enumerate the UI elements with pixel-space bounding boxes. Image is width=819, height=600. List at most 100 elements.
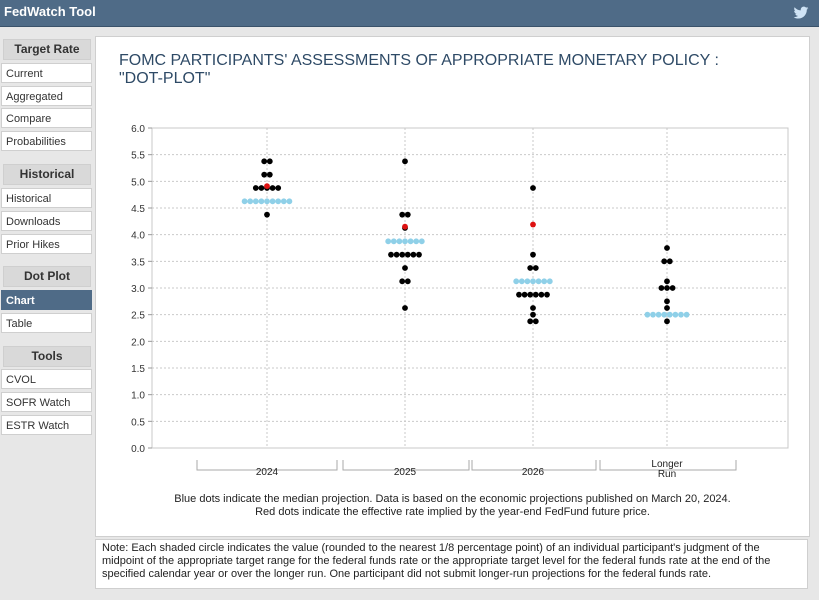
median-dot <box>530 278 536 285</box>
participant-dot <box>664 305 670 311</box>
x-tick-label: 2026 <box>522 467 545 478</box>
section-heading-tools: Tools <box>3 346 91 367</box>
x-tick-label: Run <box>658 469 676 480</box>
section-heading-target-rate: Target Rate <box>3 39 91 60</box>
participant-dot <box>530 251 536 258</box>
median-dot <box>683 311 690 318</box>
participant-dot <box>666 258 673 265</box>
median-dot <box>650 311 656 318</box>
median-dot <box>546 278 553 285</box>
median-dot <box>535 278 542 285</box>
y-tick-label: 5.0 <box>131 177 145 188</box>
sidebar-item-cvol[interactable]: CVOL <box>1 369 92 389</box>
sidebar-item-sofr-watch[interactable]: SOFR Watch <box>1 392 92 412</box>
median-dot <box>402 238 408 245</box>
median-dot <box>672 311 679 318</box>
median-dot <box>655 311 662 318</box>
participant-dot <box>388 251 394 258</box>
participant-dot <box>269 185 276 191</box>
y-tick-label: 6.0 <box>131 124 145 135</box>
median-dot <box>280 198 287 205</box>
implied-rate-dot <box>264 183 270 190</box>
y-tick-label: 2.5 <box>131 311 145 322</box>
participant-dot <box>404 211 411 218</box>
participant-dot <box>252 185 259 191</box>
median-dot <box>678 311 684 318</box>
participant-dot <box>664 318 670 325</box>
participant-dot <box>410 251 417 258</box>
chart-panel: FOMC PARTICIPANTS' ASSESSMENTS OF APPROP… <box>95 36 810 537</box>
participant-dot <box>664 285 670 291</box>
x-tick-label: Longer <box>651 459 683 470</box>
y-tick-label: 4.0 <box>131 231 145 242</box>
sidebar-item-aggregated[interactable]: Aggregated <box>1 86 92 106</box>
median-dot <box>264 198 270 205</box>
participant-dot <box>658 285 665 291</box>
sidebar-item-current[interactable]: Current <box>1 63 92 83</box>
participant-dot <box>416 251 422 258</box>
twitter-icon[interactable] <box>793 5 809 21</box>
median-dot <box>644 311 651 318</box>
median-dot <box>247 198 254 205</box>
chart-title-line-2: "DOT-PLOT" <box>119 70 211 87</box>
category-bracket <box>342 460 470 471</box>
participant-dot <box>275 185 282 191</box>
participant-dot <box>532 265 539 271</box>
implied-rate-dot <box>530 221 536 228</box>
participant-dot <box>264 211 270 218</box>
participant-dot <box>402 265 408 271</box>
participant-dot <box>544 291 550 298</box>
median-dot <box>518 278 525 285</box>
participant-dot <box>521 291 528 298</box>
sidebar-item-table[interactable]: Table <box>1 313 92 333</box>
sidebar-item-estr-watch[interactable]: ESTR Watch <box>1 415 92 435</box>
participant-dot <box>664 298 670 305</box>
y-tick-label: 1.0 <box>131 391 145 402</box>
implied-rate-dot <box>402 223 408 230</box>
participant-dot <box>404 251 411 258</box>
median-dot <box>418 238 425 245</box>
section-heading-dot-plot: Dot Plot <box>3 266 91 287</box>
caption-line-2: Red dots indicate the effective rate imp… <box>255 506 650 518</box>
category-bracket <box>196 460 338 471</box>
participant-dot <box>530 311 536 318</box>
app-header: FedWatch Tool <box>0 0 819 27</box>
median-dot <box>524 278 531 285</box>
sidebar-item-downloads[interactable]: Downloads <box>1 211 92 231</box>
participant-dot <box>393 251 400 258</box>
participant-dot <box>669 285 676 291</box>
sidebar-item-compare[interactable]: Compare <box>1 108 92 128</box>
participant-dot <box>527 291 534 298</box>
median-dot <box>269 198 276 205</box>
median-dot <box>407 238 414 245</box>
median-dot <box>241 198 248 205</box>
sidebar-item-prior-hikes[interactable]: Prior Hikes <box>1 234 92 254</box>
chart-caption: Blue dots indicate the median projection… <box>96 493 809 519</box>
y-tick-label: 4.5 <box>131 204 145 215</box>
dot-plot-chart: Q 0.00.51.01.52.02.53.03.54.04.55.05.56.… <box>131 124 789 480</box>
median-dot <box>396 238 403 245</box>
median-dot <box>286 198 293 205</box>
participant-dot <box>532 291 539 298</box>
participant-dot <box>399 211 406 218</box>
participant-dot <box>258 185 265 191</box>
median-dot <box>390 238 397 245</box>
participant-dot <box>527 318 534 325</box>
sidebar-item-probabilities[interactable]: Probabilities <box>1 131 92 151</box>
participant-dot <box>532 318 539 325</box>
app-title: FedWatch Tool <box>4 4 96 19</box>
participant-dot <box>661 258 668 265</box>
participant-dot <box>530 185 536 191</box>
participant-dot <box>530 305 536 311</box>
sidebar-item-chart[interactable]: Chart <box>1 290 92 310</box>
participant-dot <box>266 171 273 178</box>
sidebar-item-historical[interactable]: Historical <box>1 188 92 208</box>
y-tick-label: 2.0 <box>131 337 145 348</box>
y-tick-label: 0.0 <box>131 444 145 455</box>
participant-dot <box>266 158 273 165</box>
participant-dot <box>516 291 522 298</box>
median-dot <box>661 311 668 318</box>
participant-dot <box>538 291 545 298</box>
category-bracket <box>471 460 597 471</box>
caption-line-1: Blue dots indicate the median projection… <box>174 493 731 505</box>
